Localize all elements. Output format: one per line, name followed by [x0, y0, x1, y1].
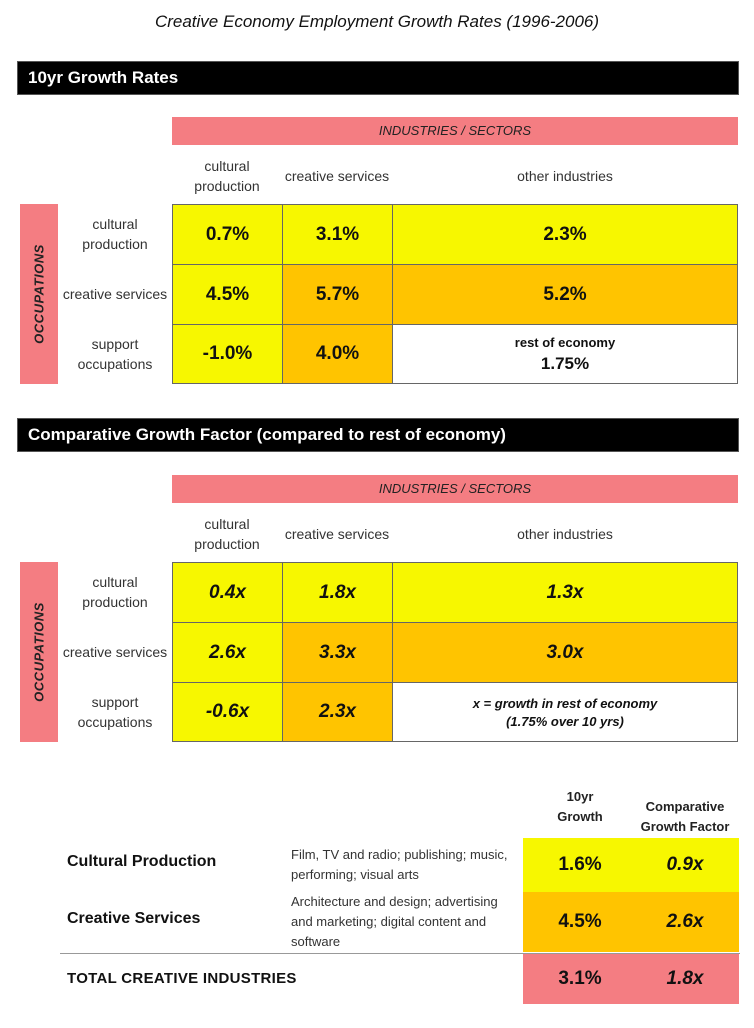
s2-col-head-other: other industries [517, 526, 613, 542]
summary-total-name: TOTAL CREATIVE INDUSTRIES [67, 970, 297, 987]
summary-row2-bg [523, 892, 739, 952]
s1-rest-of-economy-cell: rest of economy 1.75% [392, 324, 738, 384]
s1-row-head-support: support occupations [77, 336, 153, 372]
summary-divider [60, 953, 740, 954]
s1-note-label: rest of economy [514, 334, 616, 350]
section2-heading: Comparative Growth Factor (compared to r… [18, 419, 738, 451]
s2-row-head-cultural: cultural production [82, 574, 148, 610]
s2-cell-1-1: 3.3x [282, 622, 393, 683]
s1-col-head-cultural: cultural production [194, 158, 260, 194]
s2-note-line1: x = growth in rest of economy [472, 695, 658, 711]
s1-cell-1-2: 5.2% [392, 264, 738, 325]
section2-industries-header: INDUSTRIES / SECTORS [172, 475, 738, 503]
summary-row2-factor: 2.6x [666, 911, 704, 932]
section1-heading: 10yr Growth Rates [18, 62, 738, 94]
s1-occupations-bar: OCCUPATIONS [20, 204, 58, 384]
s2-cell-2-1: 2.3x [282, 682, 393, 742]
summary-total-growth: 3.1% [558, 968, 602, 989]
s1-row-head-creative: creative services [62, 286, 168, 302]
summary-row1-desc: Film, TV and radio; publishing; music, p… [291, 847, 508, 882]
s2-occupations-bar: OCCUPATIONS [20, 562, 58, 742]
summary-row2-name: Creative Services [67, 910, 201, 927]
chart-title: Creative Economy Employment Growth Rates… [154, 12, 600, 31]
s2-cell-1-2: 3.0x [392, 622, 738, 683]
s2-col-head-creative: creative services [284, 526, 390, 542]
s2-cell-2-0: -0.6x [172, 682, 283, 742]
s1-cell-2-0: -1.0% [172, 324, 283, 384]
summary-row1-bg [523, 838, 739, 892]
s1-note-value: 1.75% [540, 353, 590, 373]
s1-cell-0-0: 0.7% [172, 204, 283, 265]
s1-cell-0-2: 2.3% [392, 204, 738, 265]
s1-col-head-other: other industries [517, 168, 613, 184]
s2-cell-0-0: 0.4x [172, 562, 283, 623]
s1-cell-2-1: 4.0% [282, 324, 393, 384]
s2-row-head-creative: creative services [62, 644, 168, 660]
s1-row-head-cultural: cultural production [82, 216, 148, 252]
s2-col-head-cultural: cultural production [194, 516, 260, 552]
s1-col-head-creative: creative services [284, 168, 390, 184]
s1-cell-1-1: 5.7% [282, 264, 393, 325]
s2-cell-0-1: 1.8x [282, 562, 393, 623]
summary-row1-growth: 1.6% [558, 854, 602, 875]
summary-total-bg [523, 954, 739, 1004]
summary-row2-growth: 4.5% [558, 911, 602, 932]
summary-row1-factor: 0.9x [666, 854, 704, 875]
summary-row2-desc: Architecture and design; advertising and… [291, 894, 498, 949]
section1-industries-header: INDUSTRIES / SECTORS [172, 117, 738, 145]
s2-row-head-support: support occupations [77, 694, 153, 730]
s2-cell-0-2: 1.3x [392, 562, 738, 623]
s1-cell-1-0: 4.5% [172, 264, 283, 325]
s2-cell-1-0: 2.6x [172, 622, 283, 683]
s1-occupations-label: OCCUPATIONS [31, 244, 47, 344]
summary-col2-header: Comparative Growth Factor [640, 799, 730, 834]
summary-total-factor: 1.8x [666, 968, 704, 989]
s1-cell-0-1: 3.1% [282, 204, 393, 265]
summary-row1-name: Cultural Production [67, 853, 217, 870]
s2-note-cell: x = growth in rest of economy (1.75% ove… [392, 682, 738, 742]
summary-col1-header: 10yr Growth [557, 789, 603, 824]
s2-occupations-label: OCCUPATIONS [31, 602, 47, 702]
s2-note-line2: (1.75% over 10 yrs) [506, 713, 624, 729]
